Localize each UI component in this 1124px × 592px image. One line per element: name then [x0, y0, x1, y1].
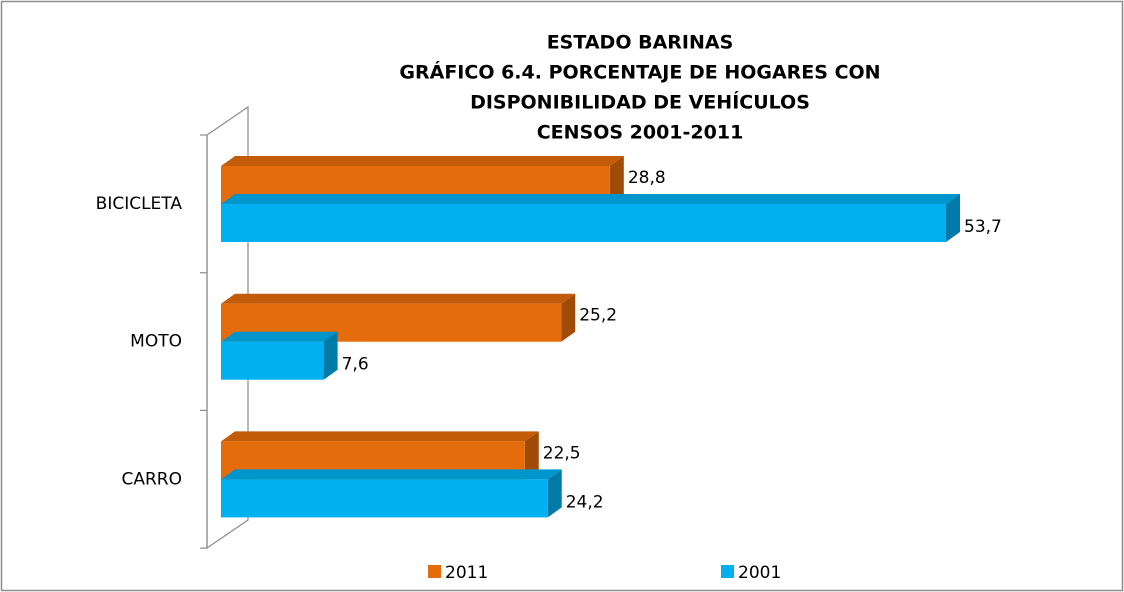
y-tick-label: MOTO [130, 332, 182, 352]
bar-top [221, 469, 562, 480]
bar-side [547, 469, 562, 518]
bar-top [221, 156, 624, 166]
value-label: 7,6 [342, 355, 369, 375]
bar [221, 331, 338, 380]
chart-title: GRÁFICO 6.4. PORCENTAJE DE HOGARES CON [399, 61, 880, 84]
bar-side [524, 431, 539, 480]
bar-top [221, 293, 576, 304]
chart-title: CENSOS 2001-2011 [537, 122, 744, 144]
legend-swatch [721, 565, 734, 578]
value-label: 28,8 [628, 168, 666, 188]
legend-label: 2011 [445, 563, 488, 583]
bar [221, 469, 562, 518]
value-label: 53,7 [964, 217, 1002, 237]
bar-front [221, 341, 324, 380]
bar-side [609, 156, 624, 204]
bar-top [221, 331, 338, 342]
y-tick-label: BICICLETA [96, 194, 183, 214]
bar-side [946, 194, 960, 242]
bar-side [323, 331, 338, 380]
bar-top [221, 431, 539, 442]
bar-front [221, 479, 548, 518]
legend-swatch [428, 565, 441, 578]
y-tick-label: CARRO [121, 469, 182, 489]
chart-title: ESTADO BARINAS [547, 32, 734, 54]
bar-top [221, 194, 960, 204]
value-label: 24,2 [566, 492, 604, 512]
bar [221, 194, 960, 242]
bar-side [561, 293, 576, 342]
chart-title: DISPONIBILIDAD DE VEHÍCULOS [470, 91, 810, 114]
bar-front [221, 204, 946, 242]
value-label: 25,2 [579, 306, 617, 326]
legend-label: 2001 [738, 563, 781, 583]
value-label: 22,5 [543, 443, 581, 463]
